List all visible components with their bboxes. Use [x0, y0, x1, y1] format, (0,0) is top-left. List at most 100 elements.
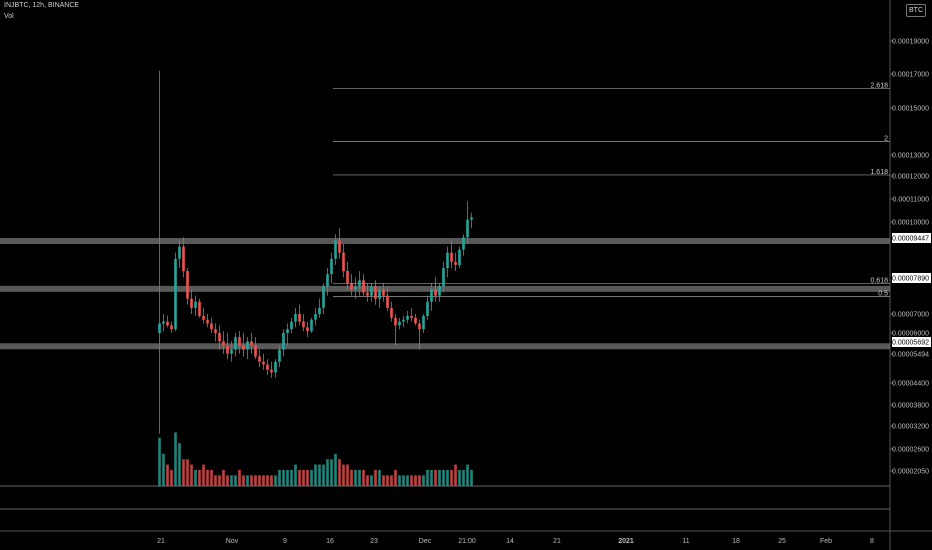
support-resistance-zone [0, 343, 890, 350]
candle-body [166, 321, 169, 326]
candle-body [462, 237, 465, 250]
candle-body [458, 249, 461, 265]
volume-bar [430, 469, 433, 486]
volume-bar [334, 453, 337, 486]
time-tick-label: 25 [778, 538, 786, 545]
candle-body [310, 319, 313, 332]
candle-body [282, 333, 285, 350]
candle-body [174, 258, 177, 330]
candle-body [362, 280, 365, 293]
volume-bar [358, 469, 361, 486]
price-tick-label: 0.00017000 [892, 72, 929, 79]
candle-body [378, 289, 381, 299]
candlesticks [158, 70, 473, 434]
volume-bar [170, 469, 173, 486]
candle-body [290, 321, 293, 330]
volume-bar [182, 459, 185, 486]
volume-bar [470, 469, 473, 486]
volume-bar [246, 475, 249, 486]
volume-bar [466, 464, 469, 486]
volume-bar [294, 464, 297, 486]
candle-body [366, 292, 369, 296]
currency-badge[interactable]: BTC [906, 4, 926, 17]
volume-bar [406, 475, 409, 486]
candle-body [270, 369, 273, 373]
volume-bar [226, 475, 229, 486]
volume-bar [414, 475, 417, 486]
volume-bar [390, 475, 393, 486]
volume-bar [198, 469, 201, 486]
candle-body [250, 341, 253, 346]
volume-bar [162, 453, 165, 486]
candle-body [414, 317, 417, 324]
candle-body [206, 319, 209, 324]
price-label-value: 0.00009447 [892, 236, 929, 243]
candle-body [226, 345, 229, 354]
support-resistance-zone [0, 285, 890, 292]
time-tick-label: Nov [226, 538, 239, 545]
candle-body [338, 240, 341, 253]
volume-bar [214, 475, 217, 486]
candle-body [406, 315, 409, 320]
fib-level-label: 0.5 [878, 291, 888, 298]
volume-bar [190, 464, 193, 486]
candle-body [322, 286, 325, 308]
candle-body [302, 321, 305, 328]
volume-bar [354, 469, 357, 486]
volume-bar [322, 464, 325, 486]
volume-bar [374, 469, 377, 486]
candle-body [470, 217, 473, 220]
volume-bar [378, 469, 381, 486]
time-tick-label: 18 [732, 538, 740, 545]
volume-indicator-label[interactable]: Vol [4, 13, 14, 20]
volume-bar [302, 469, 305, 486]
candle-body [274, 361, 277, 373]
price-tick-label: 0.00005494 [892, 352, 929, 359]
symbol-header: INJBTC, 12h, BINANCE [4, 2, 80, 9]
time-tick-label: 2021 [618, 538, 634, 545]
time-axis: 21 Nov 9 16 23 Dec 21:00 14 21 2021 11 18 25 Feb 8 [157, 538, 874, 545]
volume-bar [158, 437, 161, 486]
volume-bar [422, 475, 425, 486]
candle-body [194, 301, 197, 308]
candle-body [394, 317, 397, 326]
candle-body [358, 280, 361, 287]
volume-bar [402, 475, 405, 486]
support-resistance-zone [0, 238, 890, 245]
time-tick-label: 23 [370, 538, 378, 545]
candle-body [334, 240, 337, 259]
candle-body [298, 314, 301, 322]
price-tick-label: 0.00003200 [892, 424, 929, 431]
candle-body [202, 315, 205, 320]
candle-body [262, 361, 265, 365]
candle-body [402, 319, 405, 322]
price-label-value: 0.00005692 [892, 340, 929, 347]
candle-body [286, 329, 289, 333]
volume-bar [174, 432, 177, 486]
price-tick-label: 0.00002600 [892, 447, 929, 454]
candle-body [450, 252, 453, 262]
candle-body [318, 307, 321, 314]
candle-body [234, 337, 237, 350]
candle-body [306, 327, 309, 332]
volume-bar [278, 469, 281, 486]
fib-level-label: 0.618 [870, 277, 888, 284]
volume-bar [450, 469, 453, 486]
volume-bar [462, 469, 465, 486]
candle-body [246, 341, 249, 350]
volume-bar [242, 475, 245, 486]
volume-bar [238, 469, 241, 486]
price-tick-label: 0.00010000 [892, 220, 929, 227]
volume-bar [210, 469, 213, 486]
candle-body [386, 295, 389, 308]
volume-bar [178, 443, 181, 486]
volume-bar [418, 475, 421, 486]
candle-body [382, 289, 385, 296]
volume-bar [386, 475, 389, 486]
price-tick-label: 0.00012000 [892, 174, 929, 181]
volume-bar [442, 469, 445, 486]
candle-body [198, 301, 201, 316]
volume-bar [250, 475, 253, 486]
candle-body [446, 252, 449, 268]
